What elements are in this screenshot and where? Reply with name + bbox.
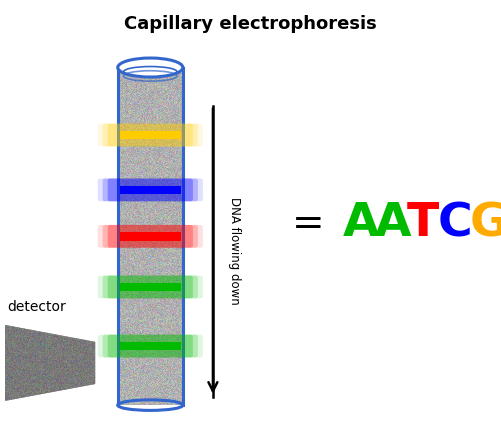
Bar: [120, 283, 181, 291]
Text: T: T: [406, 201, 438, 246]
FancyBboxPatch shape: [103, 124, 198, 146]
Text: G: G: [469, 201, 501, 246]
Text: C: C: [438, 201, 472, 246]
Text: detector: detector: [8, 300, 66, 314]
Text: A: A: [343, 201, 380, 246]
Text: =: =: [292, 205, 325, 243]
FancyBboxPatch shape: [103, 335, 198, 357]
Polygon shape: [5, 325, 95, 401]
FancyBboxPatch shape: [103, 225, 198, 248]
Ellipse shape: [118, 58, 183, 77]
Bar: [120, 342, 181, 350]
Text: DNA flowing down: DNA flowing down: [228, 197, 241, 305]
FancyBboxPatch shape: [98, 124, 203, 146]
FancyBboxPatch shape: [98, 276, 203, 298]
FancyBboxPatch shape: [108, 124, 193, 146]
FancyBboxPatch shape: [108, 179, 193, 201]
FancyBboxPatch shape: [103, 179, 198, 201]
Text: Capillary electrophoresis: Capillary electrophoresis: [124, 15, 377, 33]
Bar: [120, 186, 181, 194]
Text: A: A: [375, 201, 411, 246]
FancyBboxPatch shape: [98, 179, 203, 201]
Bar: [120, 232, 181, 241]
FancyBboxPatch shape: [98, 225, 203, 248]
FancyBboxPatch shape: [98, 335, 203, 357]
FancyBboxPatch shape: [103, 276, 198, 298]
FancyBboxPatch shape: [108, 335, 193, 357]
FancyBboxPatch shape: [108, 225, 193, 248]
FancyBboxPatch shape: [108, 276, 193, 298]
Bar: [120, 131, 181, 139]
